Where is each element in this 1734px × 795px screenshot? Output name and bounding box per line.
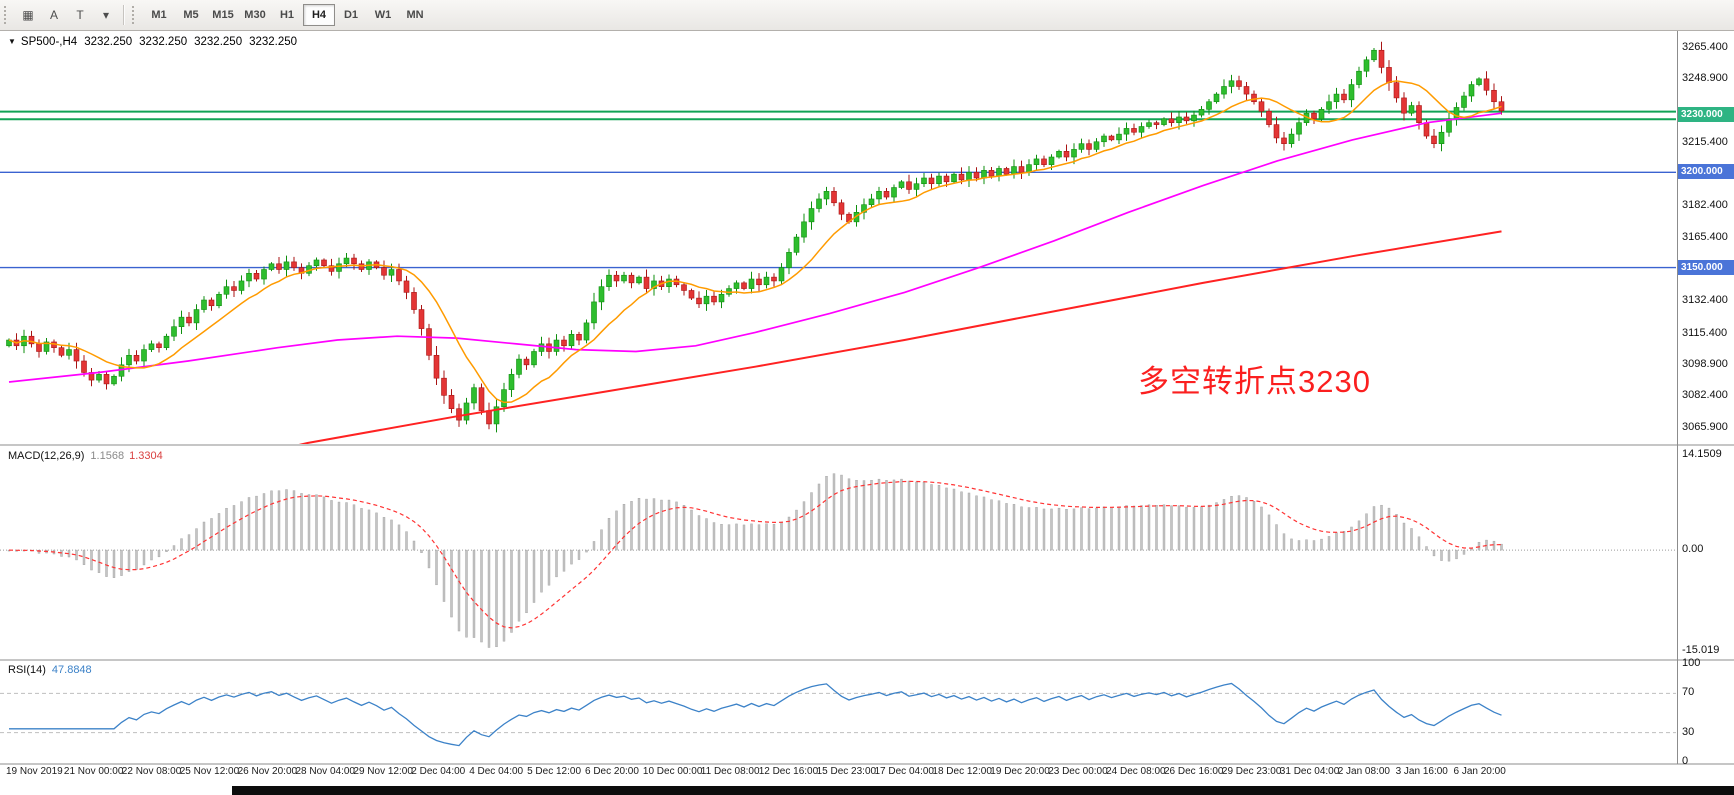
- macd-signal-line: [8, 480, 1502, 629]
- macd-signal-value: 1.3304: [129, 450, 163, 462]
- drawing-tool[interactable]: T: [76, 8, 84, 22]
- macd-main-value: 1.1568: [90, 450, 125, 462]
- timeframe-mn-button[interactable]: MN: [406, 9, 424, 21]
- chart-grid-icon[interactable]: ▦: [22, 8, 34, 22]
- rsi-indicator-label: RSI(14) 47.8848: [8, 664, 92, 676]
- macd-name: MACD(12,26,9): [8, 450, 85, 462]
- timeframe-m1-button[interactable]: M1: [151, 9, 167, 21]
- tool-icon-group: ▦ A T ▾: [15, 3, 119, 27]
- timeframe-group: M1 M5 M15 M30 H1 H4 D1 W1 MN: [143, 4, 431, 26]
- timeframe-m15-button[interactable]: M15: [212, 9, 234, 21]
- timeframe-w1-button[interactable]: W1: [374, 9, 392, 21]
- timeframe-h4-button[interactable]: H4: [303, 4, 335, 26]
- chart-title: ▼ SP500-,H4 3232.250 3232.250 3232.250 3232.2…: [8, 36, 297, 48]
- moving-averages-layer: [8, 80, 1502, 444]
- toolbar-separator: [123, 5, 124, 25]
- macd-indicator-label: MACD(12,26,9) 1.1568 1.3304: [8, 450, 163, 462]
- macd-histogram-layer: [7, 473, 1503, 648]
- toolbar: ▦ A T ▾ M1 M5 M15 M30 H1 H4 D1 W1 MN: [0, 0, 1734, 31]
- timeframe-m30-button[interactable]: M30: [244, 9, 266, 21]
- rsi-name: RSI(14): [8, 664, 46, 676]
- high-value: 3232.250: [139, 36, 188, 48]
- timeframe-d1-button[interactable]: D1: [343, 9, 359, 21]
- annotation-text[interactable]: 多空转折点3230: [1138, 364, 1371, 399]
- timeframe-drag-handle[interactable]: [132, 6, 138, 24]
- close-value: 3232.250: [249, 36, 298, 48]
- timeframe-h1-button[interactable]: H1: [279, 9, 295, 21]
- rsi-value: 47.8848: [51, 664, 92, 676]
- toolbar-drag-handle[interactable]: [4, 6, 10, 24]
- text-label-tool[interactable]: A: [49, 8, 58, 22]
- rsi-line: [9, 682, 1502, 747]
- low-value: 3232.250: [194, 36, 243, 48]
- symbol-timeframe-label: SP500-,H4: [20, 36, 78, 48]
- cursor-tool-dropdown[interactable]: ▾: [102, 8, 110, 22]
- bottom-scrollbar[interactable]: [232, 786, 1734, 795]
- open-value: 3232.250: [84, 36, 133, 48]
- symbol-marker-icon: ▼: [8, 37, 16, 47]
- timeframe-m5-button[interactable]: M5: [183, 9, 199, 21]
